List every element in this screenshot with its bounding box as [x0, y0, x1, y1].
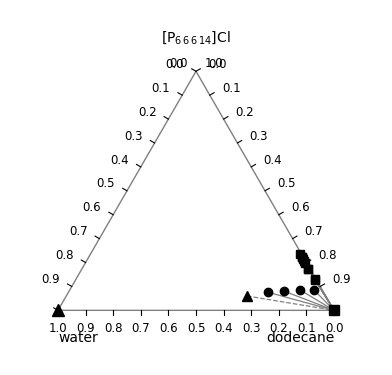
- Text: dodecane: dodecane: [266, 331, 334, 345]
- Text: 1.0: 1.0: [49, 322, 67, 335]
- Text: 0.3: 0.3: [124, 130, 143, 142]
- Text: 0.4: 0.4: [263, 153, 282, 166]
- Text: 0.6: 0.6: [83, 201, 101, 214]
- Text: 0.2: 0.2: [269, 322, 288, 335]
- Text: [P$_{6\,6\,6\,14}$]Cl: [P$_{6\,6\,6\,14}$]Cl: [161, 30, 231, 46]
- Text: 0.8: 0.8: [318, 249, 337, 262]
- Text: 0.1: 0.1: [152, 82, 170, 95]
- Text: 0.2: 0.2: [236, 106, 254, 119]
- Text: 0.3: 0.3: [249, 130, 268, 142]
- Text: 0.0: 0.0: [208, 58, 227, 71]
- Text: 0.5: 0.5: [277, 177, 296, 190]
- Text: 0.7: 0.7: [305, 225, 323, 238]
- Text: 0.8: 0.8: [55, 249, 74, 262]
- Text: 0.1: 0.1: [297, 322, 316, 335]
- Text: 0.4: 0.4: [110, 153, 129, 166]
- Text: 1.0: 1.0: [205, 57, 223, 70]
- Text: 0.3: 0.3: [242, 322, 260, 335]
- Text: 0.5: 0.5: [96, 177, 115, 190]
- Text: 0.1: 0.1: [222, 82, 240, 95]
- Text: water: water: [58, 331, 98, 345]
- Text: 0.7: 0.7: [131, 322, 150, 335]
- Text: 0.0: 0.0: [325, 322, 343, 335]
- Text: 0.6: 0.6: [291, 201, 309, 214]
- Text: 0.4: 0.4: [214, 322, 233, 335]
- Text: 0.7: 0.7: [69, 225, 87, 238]
- Text: 0.0: 0.0: [169, 57, 187, 70]
- Text: 0.0: 0.0: [165, 58, 184, 71]
- Text: 0.2: 0.2: [138, 106, 156, 119]
- Text: 0.9: 0.9: [332, 273, 351, 286]
- Text: 0.6: 0.6: [159, 322, 178, 335]
- Text: 0.8: 0.8: [104, 322, 122, 335]
- Text: 0.9: 0.9: [41, 273, 60, 286]
- Text: 0.5: 0.5: [187, 322, 205, 335]
- Text: 0.9: 0.9: [76, 322, 95, 335]
